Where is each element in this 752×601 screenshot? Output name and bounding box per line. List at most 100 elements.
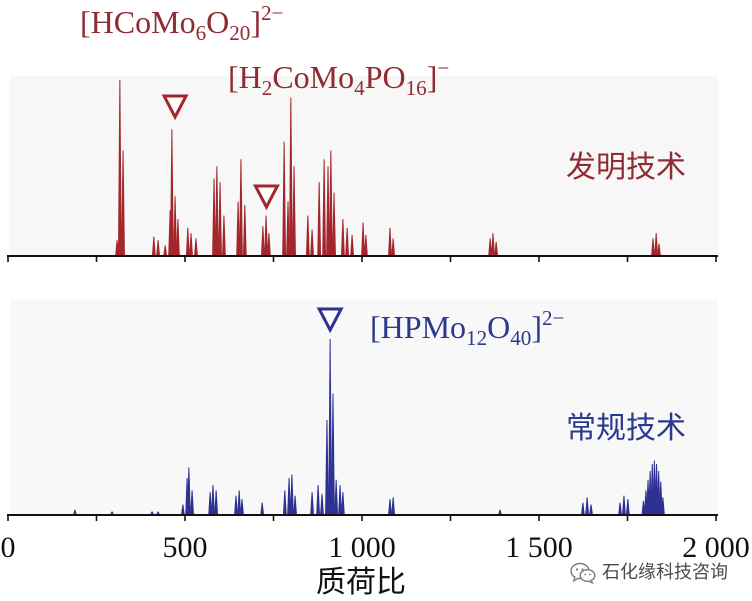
annotation-hpmo12o40: [HPMo12O40]2− [370, 305, 565, 348]
formula-subscript: 6 [195, 20, 207, 45]
peak [328, 339, 333, 515]
peak [589, 504, 593, 515]
series-label-invention: 发明技术 [566, 150, 686, 185]
annotation-hcomo6o20: [HCoMo6O20]2− [80, 0, 284, 43]
formula-text: PO [364, 59, 406, 95]
x-tick-label: 0 [0, 531, 16, 564]
peak [657, 243, 661, 256]
peak [388, 227, 392, 256]
formula-text: ] [531, 309, 542, 345]
peak [288, 97, 293, 256]
peak [218, 182, 222, 256]
peak-marker-triangle [252, 184, 280, 211]
formula-text: ] [250, 4, 261, 40]
peak [388, 499, 392, 515]
peak [290, 474, 294, 515]
peak [287, 478, 291, 515]
peak [286, 201, 290, 256]
peaks-invention [115, 80, 661, 256]
peak [189, 233, 193, 256]
peak [625, 499, 630, 515]
peak [340, 219, 345, 256]
peak [654, 233, 659, 256]
peak [234, 495, 238, 515]
peak [622, 495, 626, 515]
formula-subscript: 40 [510, 325, 532, 350]
peak [214, 166, 219, 256]
peak [212, 178, 216, 256]
watermark: 石化缘科技咨询 [570, 560, 728, 586]
peak [180, 504, 185, 515]
peak [117, 80, 122, 256]
peak [73, 509, 77, 515]
peak [222, 215, 226, 256]
peak [580, 502, 585, 515]
peak [585, 497, 590, 515]
peak [326, 166, 330, 256]
peak [194, 238, 198, 256]
peak [115, 240, 119, 256]
peak [325, 419, 329, 515]
peak [170, 129, 174, 256]
x-tick-label: 2 000 [682, 531, 750, 564]
panel-background-top [10, 76, 718, 256]
formula-subscript: 20 [229, 20, 251, 45]
peak [266, 233, 271, 256]
x-ticks-bottom [7, 515, 717, 521]
peak [156, 240, 160, 256]
formula-subscript: 4 [354, 75, 365, 100]
wechat-icon [570, 562, 596, 584]
formula-text: O [206, 4, 230, 40]
peak [317, 182, 322, 256]
peak [332, 192, 336, 256]
peak [282, 141, 287, 256]
watermark-text: 石化缘科技咨询 [602, 562, 728, 583]
peak [292, 166, 296, 256]
peak [618, 502, 622, 515]
peak [391, 497, 396, 515]
peak [361, 222, 365, 256]
peak [190, 490, 194, 515]
peak [345, 227, 350, 256]
peak [491, 233, 495, 256]
peak [121, 150, 125, 256]
formula-text: O [487, 309, 511, 345]
x-tick-label: 500 [162, 531, 208, 564]
formula-superscript: − [437, 55, 450, 80]
annotation-markers [161, 94, 344, 334]
peak [316, 485, 321, 515]
peak [320, 493, 324, 515]
formula-subscript: 16 [405, 75, 427, 100]
annotation-h2como4po16: [H2CoMo4PO16]− [228, 55, 450, 98]
peak [498, 509, 502, 515]
formula-superscript: 2− [261, 0, 284, 25]
peak [173, 196, 177, 256]
x-tick-label: 1 500 [505, 531, 573, 564]
panel-background-bottom [10, 300, 718, 515]
formula-text: [H [228, 59, 262, 95]
peak [242, 204, 247, 256]
peak [293, 495, 297, 515]
formula-text: [HCoMo [80, 4, 196, 40]
peak [363, 234, 368, 256]
peak [264, 215, 268, 256]
formula-superscript: 2− [542, 305, 565, 330]
peak [260, 226, 265, 256]
peaks-conventional [73, 339, 665, 515]
peak [488, 238, 493, 256]
peak [340, 492, 345, 515]
peak [334, 479, 339, 515]
peak [310, 229, 314, 256]
formula-text: ] [426, 59, 438, 95]
peak [322, 159, 327, 256]
peak [186, 467, 191, 515]
peak [305, 215, 310, 256]
peak [237, 490, 242, 515]
peak [236, 201, 240, 256]
peak-marker-triangle [161, 94, 189, 121]
peak [240, 499, 244, 515]
peak [214, 490, 219, 515]
peak [331, 393, 335, 515]
peak [208, 492, 213, 515]
